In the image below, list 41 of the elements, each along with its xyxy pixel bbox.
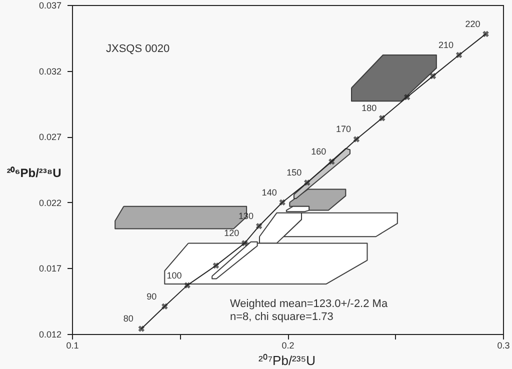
point bbox=[328, 158, 335, 165]
annotation: JXSQS 0020 bbox=[106, 43, 170, 55]
annotation: 160 bbox=[311, 146, 326, 157]
x-axis-title: ²⁰⁷Pb/²³⁵U bbox=[258, 353, 316, 368]
x-tick-label: 0.1 bbox=[66, 340, 79, 350]
point bbox=[212, 262, 220, 269]
annotation: Weighted mean=123.0+/-2.2 Ma bbox=[230, 298, 388, 310]
point bbox=[482, 30, 489, 38]
y-tick-label: 0.012 bbox=[38, 330, 62, 340]
point bbox=[138, 326, 145, 332]
point bbox=[378, 115, 386, 122]
annotation: 210 bbox=[438, 40, 454, 50]
annotation: 150 bbox=[286, 168, 302, 178]
annotation: 140 bbox=[262, 187, 277, 198]
x-tick-label: 0.3 bbox=[497, 340, 510, 350]
point bbox=[430, 72, 436, 80]
annotation: 120 bbox=[224, 228, 240, 238]
y-axis-title: ²⁰⁶Pb/²³⁸U bbox=[6, 166, 62, 180]
y-tick-label: 0.037 bbox=[38, 0, 62, 10]
point bbox=[279, 199, 286, 206]
point bbox=[404, 94, 410, 100]
point bbox=[456, 52, 462, 58]
point bbox=[162, 303, 168, 310]
y-tick-label: 0.017 bbox=[38, 264, 62, 274]
annotation: n=8, chi square=1.73 bbox=[230, 311, 334, 323]
annotation: 220 bbox=[465, 18, 480, 29]
point bbox=[184, 282, 190, 288]
point bbox=[304, 180, 310, 186]
y-tick-label: 0.027 bbox=[38, 132, 62, 142]
annotation: 130 bbox=[238, 211, 254, 222]
annotation: 100 bbox=[166, 270, 182, 280]
y-tick-label: 0.022 bbox=[38, 198, 62, 208]
annotation: 180 bbox=[362, 103, 377, 114]
point bbox=[241, 240, 248, 246]
point bbox=[353, 136, 360, 142]
y-tick-label: 0.032 bbox=[38, 66, 62, 76]
x-tick-label: 0.2 bbox=[282, 340, 294, 350]
point bbox=[256, 222, 262, 230]
annotation: 90 bbox=[146, 291, 157, 302]
annotation: 80 bbox=[123, 314, 134, 324]
annotation: 170 bbox=[336, 124, 351, 134]
